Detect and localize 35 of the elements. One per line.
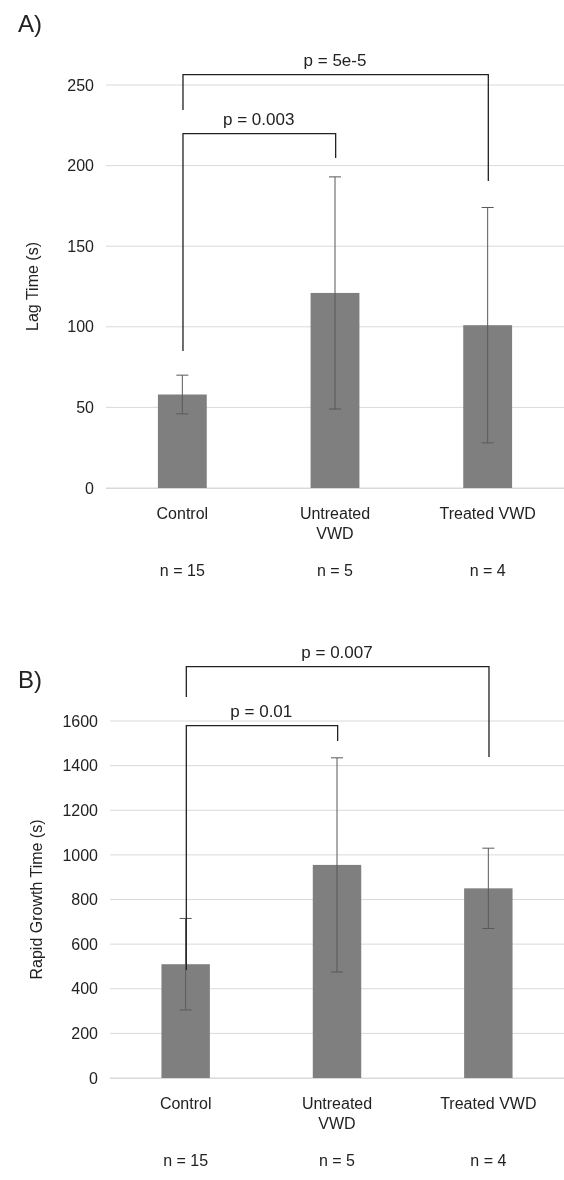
y-tick-label: 1000 — [62, 846, 99, 864]
text: n = 4 — [470, 1152, 507, 1169]
y-tick-label: 400 — [71, 980, 99, 998]
y-tick-label: 50 — [76, 399, 95, 417]
chart-title: A) — [18, 10, 42, 37]
text: p = 5e-5 — [303, 51, 367, 70]
x-tick-label: Treated VWD — [440, 1095, 537, 1113]
text: n = 5 — [318, 1152, 356, 1169]
y-tick-label: 100 — [67, 318, 95, 336]
text: n = 15 — [159, 562, 205, 579]
y-tick-label: 1600 — [62, 712, 99, 730]
chart-title: B) — [18, 666, 42, 693]
text: n = 4 — [469, 562, 506, 579]
y-tick-label: 600 — [71, 935, 99, 953]
y-tick-label: 150 — [67, 237, 95, 255]
text: p = 0.01 — [230, 702, 293, 721]
y-tick-label: 0 — [89, 1069, 99, 1087]
annotation: p = 0.003 — [222, 110, 295, 129]
y-axis-title: Lag Time (s) — [24, 242, 41, 331]
x-tick-label: Untreated VWD — [301, 1095, 373, 1132]
y-axis-title: Rapid Growth Time (s) — [28, 819, 45, 980]
y-tick-label: 800 — [71, 891, 99, 909]
y-tick-label: 0 — [85, 479, 95, 497]
text: p = 0.007 — [301, 643, 373, 662]
y-tick-label: 1200 — [62, 801, 99, 819]
x-tick-label: Treated VWD — [439, 505, 536, 523]
text: n = 5 — [316, 562, 354, 579]
x-tick-label: Control — [159, 1095, 212, 1113]
y-tick-label: 250 — [67, 76, 95, 94]
x-tick-label: Control — [156, 505, 209, 523]
y-tick-label: 1400 — [62, 757, 99, 775]
y-tick-label: 200 — [71, 1024, 99, 1042]
x-tick-label: Untreated VWD — [299, 505, 371, 542]
y-tick-label: 200 — [67, 157, 95, 175]
text: n = 15 — [163, 1152, 209, 1169]
